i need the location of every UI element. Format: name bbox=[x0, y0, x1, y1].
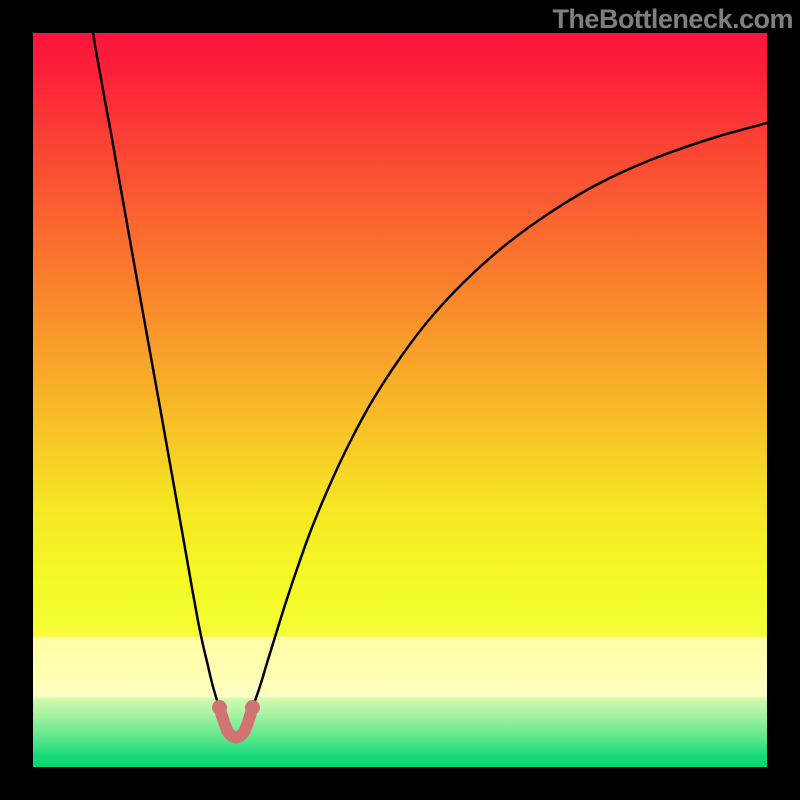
plot-frame bbox=[33, 33, 767, 767]
valley-endpoint-dot bbox=[245, 700, 260, 715]
valley-endpoint-dot bbox=[212, 700, 227, 715]
gradient-background bbox=[33, 33, 767, 767]
watermark-text: TheBottleneck.com bbox=[552, 4, 793, 35]
plot-svg bbox=[33, 33, 767, 767]
